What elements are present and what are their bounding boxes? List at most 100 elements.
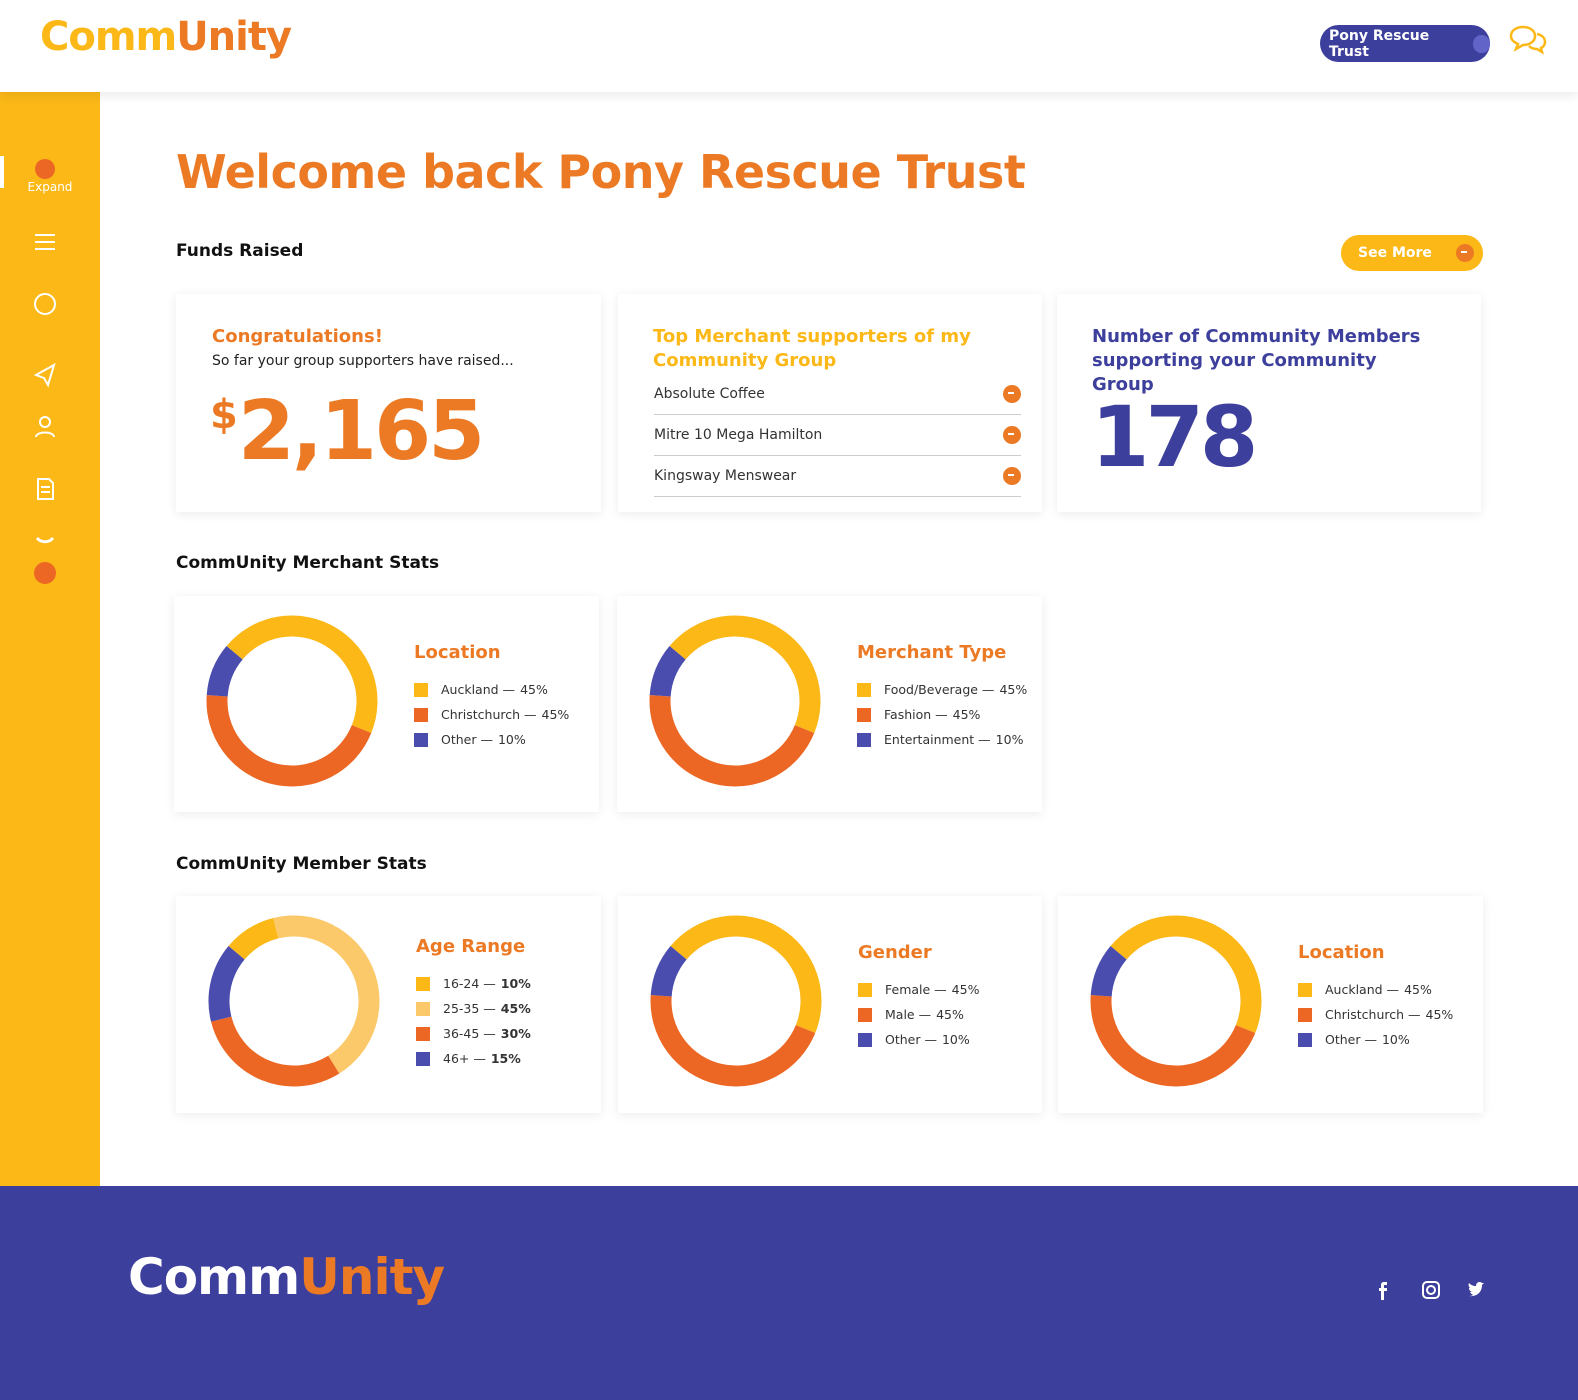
legend-item: Food/Beverage — 45% bbox=[857, 677, 1027, 702]
chart-card: Age Range 16-24 — 10% 25-35 — 45% 36-45 — 30% 4… bbox=[176, 896, 601, 1113]
legend-swatch bbox=[858, 1032, 872, 1047]
legend-value: 45% bbox=[936, 1007, 964, 1022]
legend-value: 10% bbox=[500, 976, 531, 991]
legend: Gender Female — 45% Male — 45% Other — 10% bbox=[858, 942, 979, 1052]
smile-icon[interactable] bbox=[35, 536, 55, 544]
nav-arrow[interactable] bbox=[34, 562, 56, 584]
donut-segment bbox=[649, 646, 686, 697]
account-arrow bbox=[1473, 34, 1490, 53]
expand-icon[interactable] bbox=[35, 159, 55, 179]
card-title: Congratulations! bbox=[212, 326, 383, 347]
legend-label: Entertainment — bbox=[884, 732, 991, 747]
legend-swatch bbox=[414, 682, 428, 697]
legend-item: Christchurch — 45% bbox=[414, 702, 569, 727]
members-card: Number of Community Members supporting y… bbox=[1057, 294, 1481, 512]
donut-segment bbox=[273, 915, 380, 1074]
legend-label: Male — bbox=[885, 1007, 932, 1022]
legend-swatch bbox=[857, 682, 871, 697]
logo[interactable]: CommUnity bbox=[40, 14, 292, 60]
legend-swatch bbox=[1298, 1032, 1312, 1047]
donut-segment bbox=[228, 918, 279, 960]
card-subtitle: So far your group supporters have raised… bbox=[212, 353, 514, 369]
chart-card: Location Auckland — 45% Christchurch — 45% Ot… bbox=[174, 596, 599, 812]
chat-bubble bbox=[1509, 25, 1537, 52]
legend-item: Entertainment — 10% bbox=[857, 727, 1027, 752]
merchant-row[interactable]: Absolute Coffee bbox=[654, 374, 1021, 415]
donut-chart bbox=[649, 615, 821, 787]
legend-label: 36-45 — bbox=[443, 1026, 496, 1041]
donut-segment bbox=[206, 695, 372, 787]
legend-value: 10% bbox=[941, 1032, 970, 1047]
footer-logo[interactable]: CommUnity bbox=[128, 1248, 445, 1306]
funds-card: Congratulations! So far your group suppo… bbox=[176, 294, 601, 512]
merchants-card: Top Merchant supporters of my Community … bbox=[618, 294, 1042, 512]
merchant-arrow bbox=[1003, 467, 1021, 485]
chat-bubble bbox=[1528, 32, 1547, 55]
donut-chart bbox=[206, 615, 378, 787]
merchant-row[interactable]: Kingsway Menswear bbox=[654, 456, 1021, 497]
legend-swatch bbox=[414, 732, 428, 747]
donut-segment bbox=[1090, 995, 1256, 1087]
header: CommUnity Pony Rescue Trust bbox=[0, 0, 1578, 92]
legend-value: 45% bbox=[500, 1001, 531, 1016]
legend-item: Fashion — 45% bbox=[857, 702, 1027, 727]
legend-item: Male — 45% bbox=[858, 1002, 979, 1027]
legend-swatch bbox=[414, 707, 428, 722]
document-icon[interactable] bbox=[37, 478, 54, 500]
legend-label: Other — bbox=[1325, 1032, 1377, 1047]
facebook-icon[interactable] bbox=[1379, 1282, 1387, 1300]
expand-label[interactable]: Expand bbox=[27, 180, 73, 194]
legend: Age Range 16-24 — 10% 25-35 — 45% 36-45 — 30% 4… bbox=[416, 936, 531, 1071]
see-more-button[interactable]: See More bbox=[1341, 235, 1483, 271]
funds-icon[interactable] bbox=[34, 293, 56, 315]
amount-value: 2,165 bbox=[237, 384, 485, 479]
twitter-icon[interactable] bbox=[1468, 1282, 1484, 1297]
legend-swatch bbox=[858, 1007, 872, 1022]
legend-label: Christchurch — bbox=[1325, 1007, 1421, 1022]
legend-swatch bbox=[416, 1051, 430, 1066]
legend-title: Gender bbox=[858, 942, 932, 963]
logo-text: Unity bbox=[299, 1248, 445, 1306]
currency: $ bbox=[210, 392, 238, 438]
legend-value: 30% bbox=[500, 1026, 531, 1041]
legend-label: 46+ — bbox=[443, 1051, 486, 1066]
legend-value: 10% bbox=[1381, 1032, 1410, 1047]
donut-segment bbox=[669, 615, 821, 734]
donut-segment bbox=[208, 946, 245, 1022]
member-count: 178 bbox=[1091, 388, 1258, 486]
legend-swatch bbox=[416, 1026, 430, 1041]
legend-value: 10% bbox=[497, 732, 526, 747]
legend-value: 10% bbox=[995, 732, 1024, 747]
legend: Location Auckland — 45% Christchurch — 45% Ot… bbox=[414, 642, 569, 752]
button-arrow bbox=[1455, 244, 1474, 262]
chart-card: Gender Female — 45% Male — 45% Other — 10% bbox=[618, 896, 1042, 1113]
chat-icon[interactable] bbox=[1508, 24, 1548, 56]
profile-icon[interactable] bbox=[39, 416, 51, 428]
send-icon[interactable] bbox=[33, 362, 56, 388]
legend-item: Christchurch — 45% bbox=[1298, 1002, 1453, 1027]
instagram-icon[interactable] bbox=[1422, 1281, 1440, 1299]
donut-chart bbox=[208, 915, 380, 1087]
nav-icons bbox=[33, 234, 56, 584]
donut-segment bbox=[650, 995, 816, 1087]
legend-item: 46+ — 15% bbox=[416, 1046, 531, 1071]
menu-icon[interactable] bbox=[35, 234, 55, 250]
legend-item: Other — 10% bbox=[1298, 1027, 1453, 1052]
legend-label: 16-24 — bbox=[443, 976, 496, 991]
legend-label: Other — bbox=[441, 732, 493, 747]
donut-segment bbox=[649, 695, 815, 787]
donut-segment bbox=[670, 915, 822, 1034]
legend-swatch bbox=[857, 707, 871, 722]
donut-segment bbox=[1110, 915, 1262, 1034]
merchant-name: Absolute Coffee bbox=[654, 386, 765, 402]
chart-card: Merchant Type Food/Beverage —45% Fashion —… bbox=[617, 596, 1042, 812]
logo-text: Comm bbox=[128, 1248, 300, 1306]
donut-chart bbox=[1090, 915, 1262, 1087]
footer: CommUnity bbox=[0, 1186, 1578, 1400]
section-heading: CommUnity Merchant Stats bbox=[176, 553, 440, 573]
profile-icon[interactable] bbox=[35, 431, 55, 438]
merchant-row[interactable]: Mitre 10 Mega Hamilton bbox=[654, 415, 1021, 456]
instagram-icon[interactable] bbox=[1426, 1285, 1436, 1295]
account-button[interactable]: Pony Rescue Trust bbox=[1320, 25, 1490, 62]
